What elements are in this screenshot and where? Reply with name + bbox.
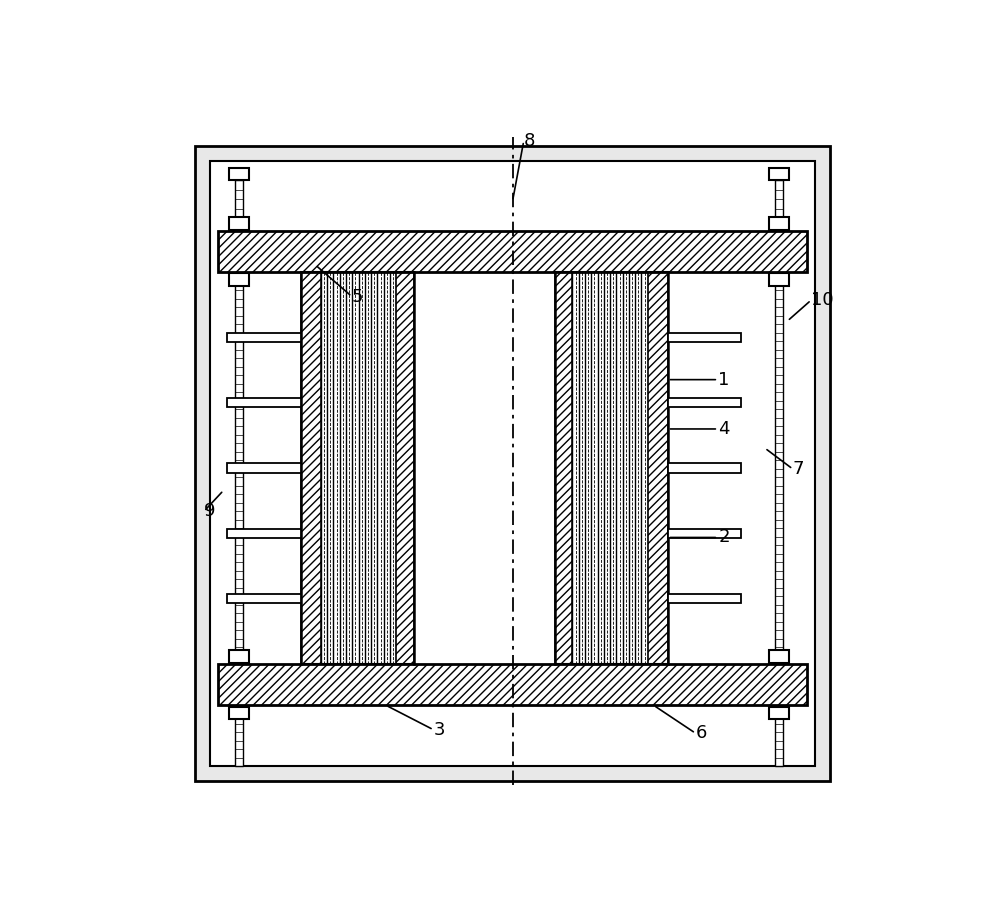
Bar [769, 274, 789, 285]
Bar [229, 274, 249, 285]
Text: 3: 3 [434, 721, 445, 738]
Bar [218, 664, 807, 705]
Bar [668, 398, 741, 407]
Bar [668, 595, 741, 604]
Bar [301, 272, 321, 664]
Text: 7: 7 [793, 460, 804, 479]
Bar [229, 651, 249, 662]
Bar [229, 217, 249, 230]
Text: 10: 10 [811, 291, 834, 309]
Bar [668, 529, 741, 538]
Bar [668, 333, 741, 342]
Bar [648, 272, 668, 664]
Bar [769, 167, 789, 180]
Bar [775, 231, 783, 767]
Bar [572, 272, 648, 664]
Text: 9: 9 [204, 502, 215, 521]
Text: 8: 8 [524, 132, 535, 150]
Text: 2: 2 [718, 529, 730, 546]
Bar [229, 706, 249, 719]
Bar [775, 180, 783, 228]
Bar [235, 180, 243, 228]
Bar [210, 160, 815, 767]
Bar [769, 217, 789, 230]
Bar [218, 231, 807, 272]
Bar [227, 595, 301, 604]
Text: 6: 6 [696, 725, 707, 742]
Bar [227, 333, 301, 342]
Bar [227, 464, 301, 473]
Bar [769, 706, 789, 719]
Text: 4: 4 [718, 420, 730, 438]
Bar [668, 464, 741, 473]
Bar [235, 231, 243, 767]
Bar [321, 272, 396, 664]
Bar [555, 272, 572, 664]
Text: 1: 1 [718, 371, 730, 389]
Bar [229, 167, 249, 180]
Bar [769, 651, 789, 662]
Bar [227, 398, 301, 407]
Bar [396, 272, 414, 664]
Bar [227, 529, 301, 538]
Text: 5: 5 [352, 287, 363, 306]
